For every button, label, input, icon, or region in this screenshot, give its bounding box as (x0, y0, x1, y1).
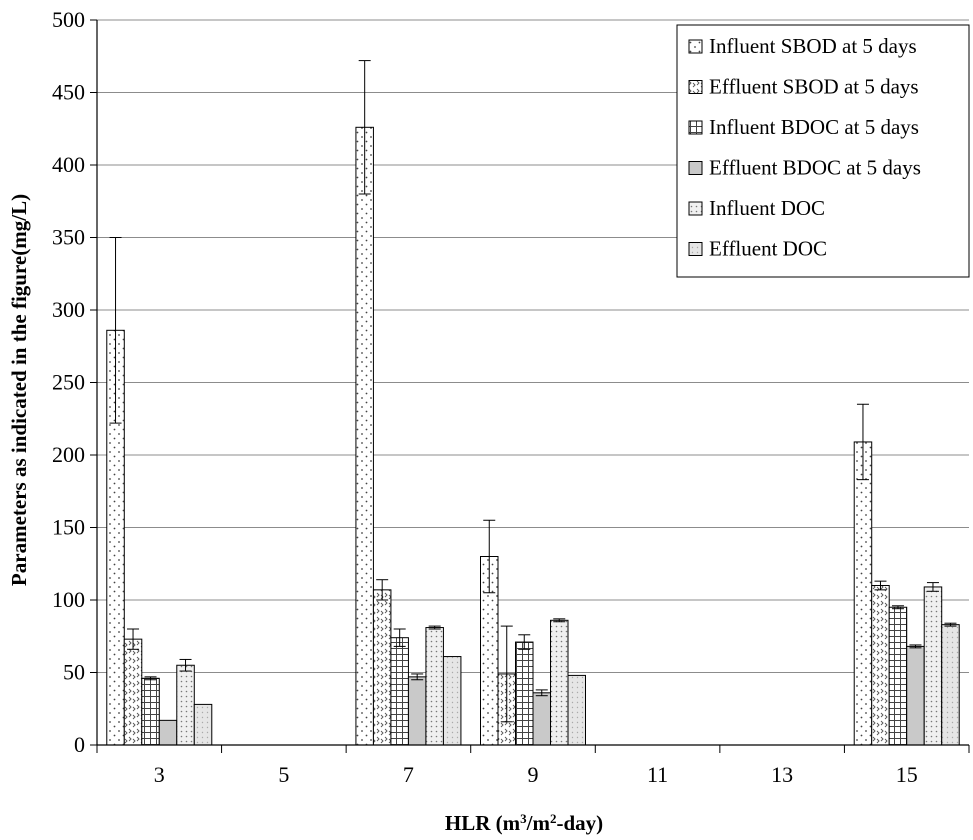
bar (193, 703, 213, 746)
bar (158, 719, 178, 746)
bar (515, 641, 534, 746)
bar (871, 585, 890, 746)
bar (941, 624, 960, 746)
legend-swatch (688, 39, 703, 54)
x-tick-label: 5 (278, 762, 289, 787)
x-tick-label: 9 (528, 762, 539, 787)
y-tick-label: 500 (52, 7, 85, 32)
legend-swatch (688, 120, 703, 135)
y-axis-ticks: 0 50 100 150 200 250 300 350 400 450 500 (52, 7, 97, 757)
bar (550, 619, 569, 746)
bar (425, 627, 444, 746)
y-tick-label: 250 (52, 370, 85, 395)
y-tick-label: 300 (52, 297, 85, 322)
legend-swatch (688, 80, 703, 94)
y-tick-label: 400 (52, 152, 85, 177)
legend-entry: Effluent SBOD at 5 days (709, 75, 919, 99)
y-tick-label: 350 (52, 225, 85, 250)
legend-swatch (688, 242, 703, 256)
bar (176, 664, 195, 746)
gridlines (97, 19, 969, 673)
y-tick-label: 100 (52, 587, 85, 612)
x-tick-label: 7 (403, 762, 414, 787)
y-tick-label: 150 (52, 515, 85, 540)
bar (372, 589, 392, 746)
legend-swatch (688, 201, 703, 216)
legend-entry: Effluent BDOC at 5 days (709, 156, 921, 180)
y-tick-label: 450 (52, 80, 85, 105)
x-tick-label: 13 (771, 762, 793, 787)
legend-entry: Influent DOC (709, 196, 825, 220)
legend-entry: Effluent DOC (709, 237, 827, 261)
y-tick-label: 0 (74, 732, 85, 757)
x-tick-label: 15 (896, 762, 918, 787)
bar (888, 606, 908, 746)
bar (923, 586, 943, 746)
bar (141, 677, 160, 746)
bar (407, 676, 427, 746)
y-tick-label: 50 (63, 660, 85, 685)
axes (96, 20, 969, 746)
bar (355, 126, 374, 746)
legend-swatch (688, 161, 703, 175)
x-axis-ticks: 3 5 7 9 11 13 15 (96, 745, 970, 787)
x-tick-label: 11 (647, 762, 668, 787)
x-tick-label: 3 (154, 762, 165, 787)
legend-box (676, 24, 970, 278)
bar (532, 692, 551, 746)
legend-entry: Influent SBOD at 5 days (709, 34, 917, 58)
y-tick-label: 200 (52, 442, 85, 467)
bar (567, 674, 586, 746)
bar (390, 637, 409, 746)
x-axis-title: HLR (m3/m2-day) (445, 811, 603, 836)
bar (853, 441, 873, 746)
bar (442, 656, 462, 746)
y-axis-title: Parameters as indicated in the figure(mg… (7, 194, 31, 586)
bar (123, 638, 143, 746)
bar (906, 645, 925, 746)
legend: Influent SBOD at 5 days Effluent SBOD at … (676, 24, 970, 278)
legend-entry: Influent BDOC at 5 days (709, 115, 919, 139)
